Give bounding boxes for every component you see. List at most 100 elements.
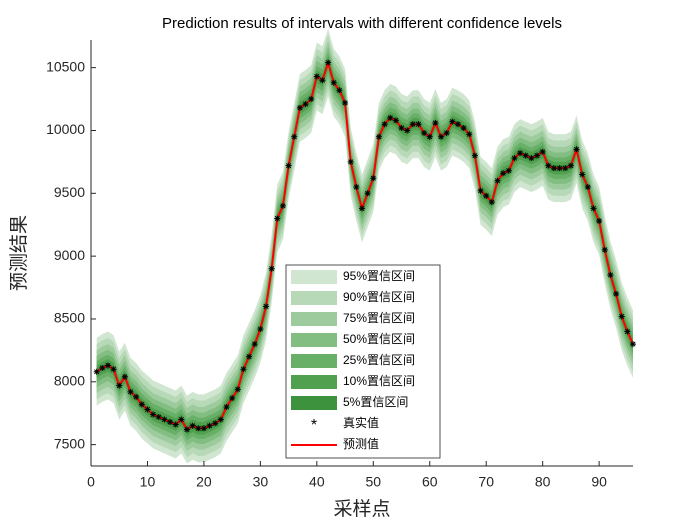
- legend-swatch: [291, 312, 337, 326]
- true-point: [387, 114, 394, 121]
- true-point: [630, 341, 636, 348]
- true-point: [438, 133, 445, 140]
- legend-swatch: [291, 396, 337, 410]
- true-point: [432, 119, 439, 126]
- true-point: [217, 416, 224, 423]
- true-point: [375, 133, 382, 140]
- true-point: [104, 362, 111, 369]
- true-point: [212, 420, 219, 427]
- true-point: [404, 127, 411, 134]
- true-point: [483, 192, 490, 199]
- x-tick-label: 60: [422, 474, 438, 490]
- true-point: [251, 341, 258, 348]
- true-point: [116, 382, 123, 389]
- y-tick-label: 9000: [54, 247, 85, 263]
- legend-label: 预测值: [343, 436, 379, 451]
- true-point: [596, 217, 603, 224]
- true-point: [421, 129, 428, 136]
- true-point: [133, 393, 140, 400]
- true-point: [99, 364, 106, 371]
- true-point: [409, 121, 416, 128]
- legend-label: 25%置信区间: [343, 353, 415, 367]
- true-point: [308, 96, 315, 103]
- legend-swatch: [291, 354, 337, 368]
- true-point: [579, 171, 586, 178]
- true-point: [505, 167, 512, 174]
- true-point: [195, 425, 202, 432]
- true-point: [511, 155, 518, 162]
- true-point: [155, 413, 162, 420]
- x-tick-label: 70: [478, 474, 494, 490]
- true-point: [392, 117, 399, 124]
- true-point: [550, 165, 557, 172]
- true-point: [534, 152, 541, 159]
- x-tick-label: 40: [309, 474, 325, 490]
- true-point: [494, 177, 501, 184]
- x-tick-label: 80: [535, 474, 551, 490]
- true-point: [144, 406, 151, 413]
- true-point: [150, 411, 157, 418]
- true-point: [347, 158, 354, 165]
- x-tick-label: 90: [591, 474, 607, 490]
- true-point: [336, 87, 343, 94]
- true-point: [229, 395, 236, 402]
- true-point: [528, 155, 535, 162]
- true-point: [127, 388, 134, 395]
- true-point: [471, 152, 478, 159]
- true-point: [302, 101, 309, 108]
- true-point: [93, 368, 100, 375]
- confidence-band: [96, 51, 634, 441]
- legend-swatch: [291, 375, 337, 389]
- true-point: [121, 373, 128, 380]
- true-point: [330, 79, 337, 86]
- legend-label: 5%置信区间: [343, 395, 408, 409]
- true-point: [359, 205, 365, 212]
- x-tick-label: 20: [196, 474, 212, 490]
- legend-marker: *: [311, 417, 317, 434]
- y-axis-label: 预测结果: [8, 215, 30, 291]
- true-point: [240, 366, 247, 373]
- true-point: [398, 124, 405, 131]
- true-point: [200, 425, 207, 432]
- legend-swatch: [291, 270, 337, 284]
- true-point: [567, 162, 574, 169]
- legend-swatch: [291, 291, 337, 305]
- true-point: [426, 133, 433, 140]
- true-point: [263, 303, 270, 310]
- y-tick-label: 8000: [54, 373, 85, 389]
- true-point: [172, 421, 179, 428]
- true-point: [618, 313, 625, 320]
- true-point: [246, 353, 253, 360]
- chart-title: Prediction results of intervals with dif…: [162, 15, 562, 32]
- true-point: [138, 401, 145, 408]
- true-point: [319, 77, 326, 84]
- legend-swatch: [291, 333, 337, 347]
- x-axis-label: 采样点: [333, 498, 390, 520]
- true-point: [223, 403, 230, 410]
- true-point: [296, 104, 303, 111]
- y-tick-label: 8500: [54, 310, 85, 326]
- true-point: [257, 326, 264, 333]
- true-point: [500, 170, 507, 177]
- true-point: [454, 121, 461, 128]
- prediction-line: [96, 59, 634, 431]
- legend-label: 真实值: [343, 415, 379, 430]
- true-point: [268, 265, 275, 272]
- true-point: [460, 124, 467, 131]
- true-point: [206, 422, 213, 429]
- true-point: [285, 162, 292, 169]
- true-point: [601, 246, 608, 253]
- true-point: [556, 165, 563, 172]
- true-point: [183, 426, 190, 433]
- true-point: [110, 366, 117, 373]
- true-point: [313, 73, 320, 80]
- true-point: [545, 162, 552, 169]
- x-tick-label: 50: [366, 474, 382, 490]
- true-point: [234, 386, 241, 393]
- true-point: [539, 148, 546, 155]
- true-point: [488, 199, 495, 206]
- legend-label: 50%置信区间: [343, 332, 415, 346]
- true-point: [364, 190, 371, 197]
- legend-label: 90%置信区间: [343, 290, 415, 304]
